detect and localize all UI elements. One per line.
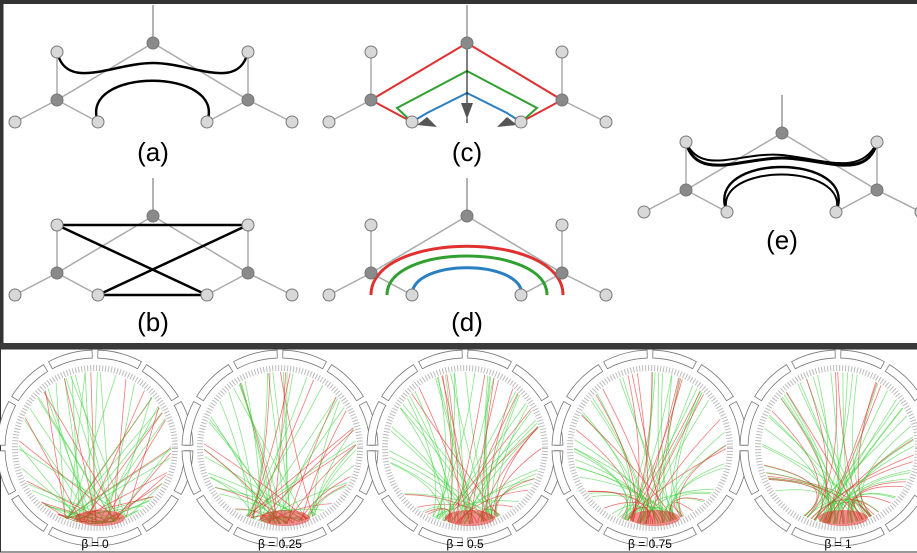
panel-label: (c) <box>452 137 482 167</box>
hot-spot <box>75 510 125 526</box>
node <box>51 46 63 58</box>
node <box>515 289 527 301</box>
node <box>680 184 692 196</box>
beta-label: β = 0.5 <box>446 537 484 551</box>
node <box>242 219 254 231</box>
node <box>600 116 612 128</box>
node <box>242 46 254 58</box>
node <box>286 116 298 128</box>
panel-label: (a) <box>137 137 169 167</box>
beta-label: β = 0.25 <box>258 537 302 551</box>
node <box>721 206 733 218</box>
panel-label: (b) <box>137 307 169 337</box>
divider <box>0 343 917 349</box>
hot-spot <box>630 510 680 526</box>
node <box>51 94 63 106</box>
node <box>830 206 842 218</box>
node <box>556 267 568 279</box>
node <box>286 289 298 301</box>
node <box>406 289 418 301</box>
node <box>871 184 883 196</box>
hot-spot <box>818 510 868 526</box>
node <box>9 116 21 128</box>
node <box>406 116 418 128</box>
node <box>515 116 527 128</box>
figure: (a) (b) (c) (d) (e) β = 0 β = 0.25 β = 0.5 β = … <box>0 0 917 553</box>
node <box>680 136 692 148</box>
node <box>92 116 104 128</box>
node <box>871 136 883 148</box>
hot-spot <box>445 510 495 526</box>
node <box>9 289 21 301</box>
node <box>201 289 213 301</box>
node <box>556 94 568 106</box>
node <box>92 289 104 301</box>
node <box>51 267 63 279</box>
node <box>51 219 63 231</box>
node <box>461 37 473 49</box>
beta-label: β = 1 <box>824 537 852 551</box>
node <box>638 206 650 218</box>
node <box>600 289 612 301</box>
node <box>365 94 377 106</box>
beta-label: β = 0 <box>81 537 109 551</box>
node <box>365 219 377 231</box>
node <box>776 127 788 139</box>
node <box>201 116 213 128</box>
node <box>461 210 473 222</box>
beta-label: β = 0.75 <box>628 537 672 551</box>
panel-label: (e) <box>766 225 798 255</box>
node <box>242 94 254 106</box>
node <box>242 267 254 279</box>
node <box>323 289 335 301</box>
node <box>365 46 377 58</box>
node <box>147 210 159 222</box>
node <box>147 37 159 49</box>
hot-spot <box>260 510 310 526</box>
node <box>365 267 377 279</box>
node <box>556 219 568 231</box>
panel-label: (d) <box>451 307 483 337</box>
node <box>323 116 335 128</box>
node <box>556 46 568 58</box>
